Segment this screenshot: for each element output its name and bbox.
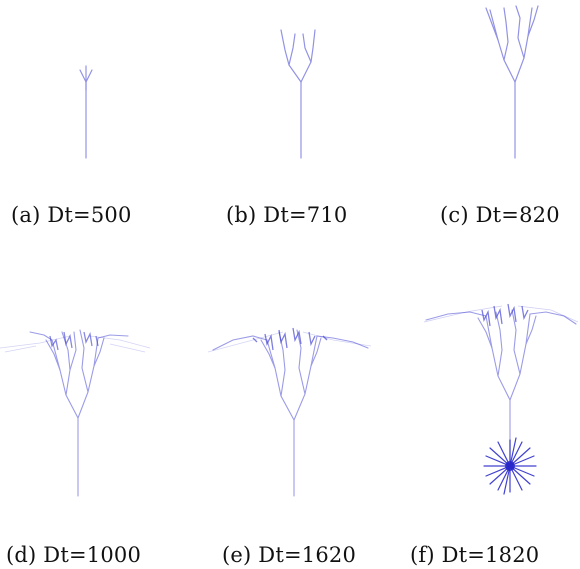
neuron-drawing-a xyxy=(79,65,93,159)
caption-f: (f) Dt=1820 xyxy=(410,543,540,567)
neuron-drawing-c xyxy=(485,5,539,159)
panel-e: (e) Dt=1620 xyxy=(193,240,386,569)
panel-b: (b) Dt=710 xyxy=(193,0,386,240)
caption-a: (a) Dt=500 xyxy=(11,203,132,227)
caption-c: (c) Dt=820 xyxy=(440,203,560,227)
caption-d: (d) Dt=1000 xyxy=(6,543,142,567)
panel-f: (f) Dt=1820 xyxy=(386,240,580,569)
panel-c: (c) Dt=820 xyxy=(386,0,580,240)
neuron-drawing-b xyxy=(280,29,316,159)
neuron-drawing-e xyxy=(207,327,372,497)
neuron-drawing-d xyxy=(0,329,151,497)
panel-a: (a) Dt=500 xyxy=(0,0,193,240)
caption-e: (e) Dt=1620 xyxy=(222,543,357,567)
caption-b: (b) Dt=710 xyxy=(226,203,348,227)
panel-d: (d) Dt=1000 xyxy=(0,240,193,569)
neuron-drawing-f xyxy=(423,303,579,495)
